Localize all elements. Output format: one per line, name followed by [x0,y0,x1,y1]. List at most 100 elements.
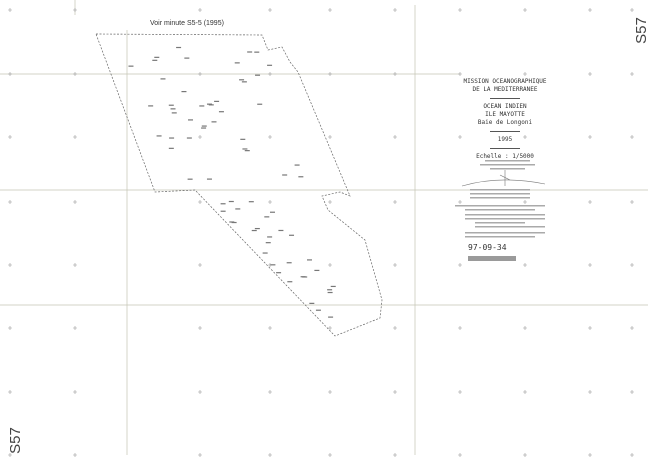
grid-cross [630,453,634,457]
adjacent-sheet-note: Voir minute S5-5 (1995) [150,20,224,27]
soundings [128,46,336,318]
grid-cross [458,326,462,330]
grid-cross [393,72,397,76]
grid-cross [588,72,592,76]
grid-cross [268,326,272,330]
grid-cross [393,135,397,139]
grid-cross [393,453,397,457]
sounding-mark [187,178,193,180]
sounding-mark [239,79,245,81]
sounding-mark [282,174,288,176]
sounding-mark [169,137,175,139]
grid-cross [588,8,592,12]
sounding-mark [240,138,246,140]
note-line [485,160,530,162]
grid-cross [328,390,332,394]
grid-cross [458,8,462,12]
sounding-mark [181,90,187,93]
grid-cross [458,72,462,76]
sounding-mark [278,229,284,232]
sounding-mark [206,103,212,105]
sounding-mark [211,121,217,123]
grid-cross [523,326,527,330]
grid-cross [523,263,527,267]
grid-cross [73,326,77,330]
sounding-mark [289,234,295,236]
sounding-mark [188,119,194,121]
sounding-mark [154,56,160,58]
sounding-mark [294,164,300,166]
grid-cross [458,200,462,204]
grid-cross [458,263,462,267]
grid-cross [588,135,592,139]
sounding-mark [199,105,205,107]
sounding-mark [262,252,268,254]
mission-line1: MISSION OCEANOGRAPHIQUE [463,78,547,85]
sounding-mark [309,302,315,304]
sounding-mark [235,208,241,210]
sounding-mark [330,285,336,288]
grid-cross [523,72,527,76]
grid-cross [523,135,527,139]
grid-cross [198,135,202,139]
grid-cross [328,8,332,12]
sounding-mark [298,176,304,178]
ellipsoid-diagram [461,170,546,187]
note-line [475,226,545,228]
survey-year: 1995 [497,136,513,143]
grid-cross [588,390,592,394]
note-line [480,164,535,166]
note-line [470,197,530,199]
sounding-mark [168,147,174,149]
grid-cross [458,135,462,139]
sounding-mark [208,104,214,106]
sounding-mark [247,51,253,53]
grid-cross [328,200,332,204]
sounding-mark [218,111,224,113]
sheet-code-bottom: S57 [6,427,24,454]
sounding-mark [270,264,276,266]
sounding-mark [244,150,250,152]
sounding-mark [315,309,321,311]
grid-cross [393,326,397,330]
grid-cross [393,263,397,267]
note-line [465,236,535,238]
grid-cross [523,8,527,12]
grid-cross [8,135,12,139]
sounding-mark [214,100,220,102]
grid-cross [73,453,77,457]
sounding-mark [269,211,275,213]
sounding-mark [287,281,293,283]
grid-cross [268,453,272,457]
sounding-mark [251,229,257,232]
note-line [465,209,535,211]
grid-cross [393,390,397,394]
sounding-mark [206,178,212,180]
date-stamp: 97-09-34 [468,243,507,252]
sounding-mark [276,272,282,274]
grid-cross [588,263,592,267]
grid-cross [268,390,272,394]
divider [490,98,520,99]
sounding-mark [286,262,292,264]
grid-cross [268,135,272,139]
sounding-mark [267,236,273,238]
sounding-mark [152,59,158,61]
grid-cross [328,263,332,267]
sounding-mark [168,104,174,106]
grid-cross [73,135,77,139]
sounding-mark [228,200,234,203]
sounding-mark [327,291,333,294]
grid-cross [630,263,634,267]
scale: Echelle : 1/5000 [476,153,534,160]
region-ocean: OCEAN INDIEN [483,103,527,110]
sounding-mark [234,62,240,64]
grid-cross [393,200,397,204]
sounding-mark [257,103,263,105]
note-line [490,168,525,170]
sounding-mark [186,137,192,139]
sounding-mark [176,46,182,49]
sounding-mark [302,276,308,278]
sounding-mark [248,201,254,203]
